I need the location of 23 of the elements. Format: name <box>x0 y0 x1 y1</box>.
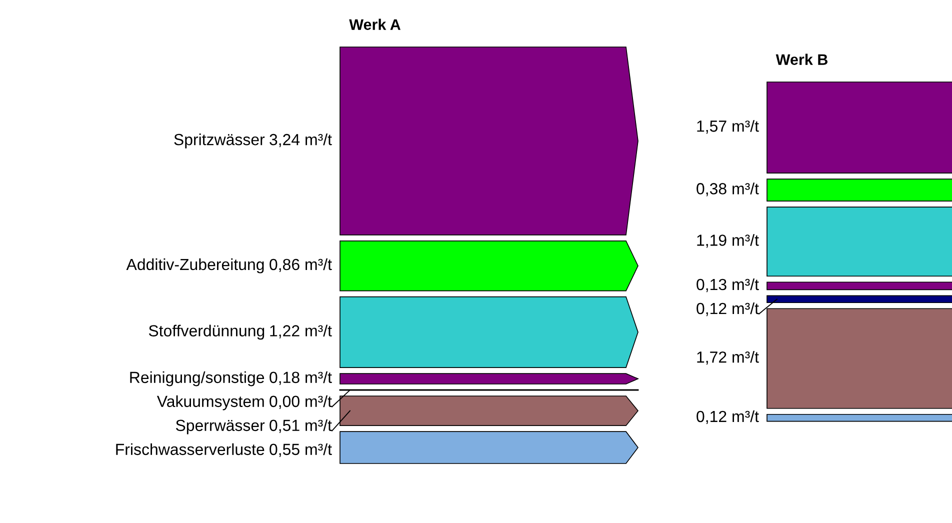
data-label: 0,86 m³/t <box>270 258 332 272</box>
data-label: 0,00 m³/t <box>270 395 332 409</box>
category-label: Reinigung/sonstige <box>130 371 264 386</box>
category-label: Spritzwässer <box>174 134 265 148</box>
data-label: 0,51 m³/t <box>270 419 332 433</box>
data-label: 1,22 m³/t <box>270 324 332 338</box>
category-label: Stoffverdünnung <box>148 324 264 340</box>
data-label: 3,24 m³/t <box>270 134 332 148</box>
data-label: 1,57 m³/t <box>697 120 759 134</box>
data-label: 1,72 m³/t <box>697 351 759 365</box>
data-label: 0,13 m³/t <box>696 278 759 292</box>
data-label: 0,55 m³/t <box>270 443 332 457</box>
data-label: 1,19 m³/t <box>697 234 759 248</box>
data-label: 0,18 m³/t <box>270 371 332 385</box>
text: Werk B <box>776 54 828 65</box>
data-label: 0,12 m³/t <box>696 410 759 424</box>
text: Werk A <box>349 18 400 30</box>
data-label: 0,38 m³/t <box>696 182 759 196</box>
category-label: Vakuumsystem <box>156 395 264 410</box>
category-label: Sperrwässer <box>176 420 265 434</box>
data-label: 0,12 m³/t <box>696 302 759 316</box>
category-label: Additiv-Zubereitung <box>126 258 264 274</box>
category-label: Frischwasserverluste <box>116 443 264 456</box>
